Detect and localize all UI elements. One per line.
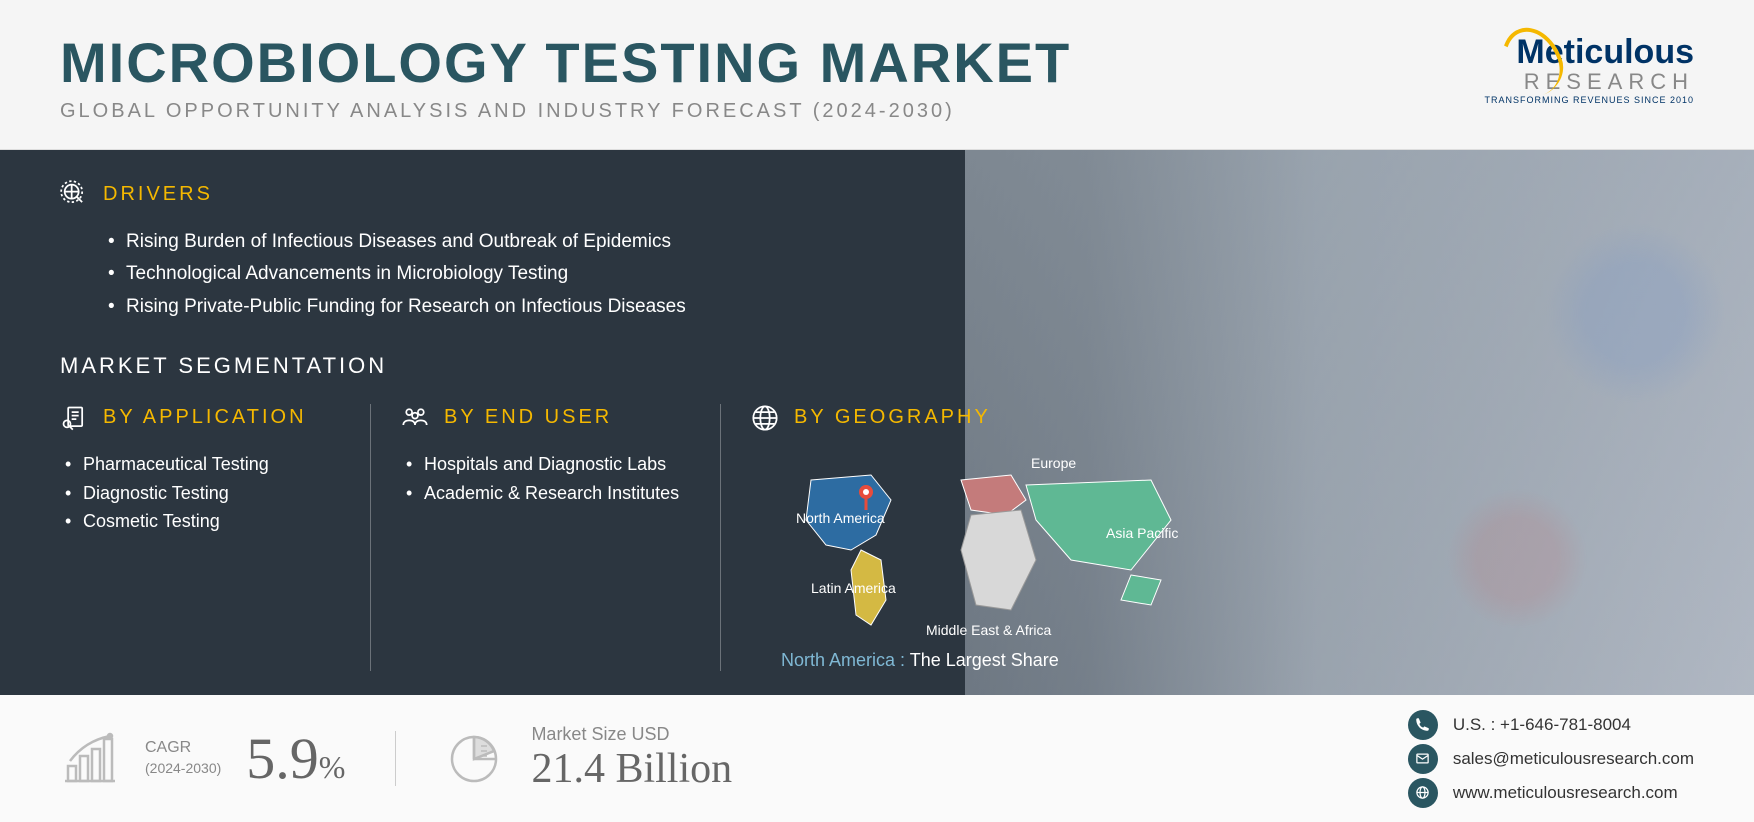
contact-email: sales@meticulousresearch.com xyxy=(1408,744,1694,774)
contact-phone: U.S. : +1-646-781-8004 xyxy=(1408,710,1694,740)
contact-block: U.S. : +1-646-781-8004 sales@meticulousr… xyxy=(1408,706,1694,812)
web-icon xyxy=(1408,778,1438,808)
enduser-item: Academic & Research Institutes xyxy=(406,479,690,508)
drivers-head: DRIVERS xyxy=(60,180,1694,208)
enduser-head: BY END USER xyxy=(401,404,690,432)
marketsize-block: Market Size USD 21.4 Billion xyxy=(446,724,732,793)
cagr-value: 5.9% xyxy=(246,725,345,792)
clipboard-search-icon xyxy=(60,404,88,432)
driver-item: Rising Private-Public Funding for Resear… xyxy=(108,291,1694,323)
col-enduser: BY END USER Hospitals and Diagnostic Lab… xyxy=(370,404,720,671)
region-na: North America xyxy=(796,510,885,526)
email-icon xyxy=(1408,744,1438,774)
brand-logo: Meticulous RESEARCH TRANSFORMING REVENUE… xyxy=(1484,35,1694,105)
segmentation-columns: BY APPLICATION Pharmaceutical Testing Di… xyxy=(60,404,1694,671)
col-geography: BY GEOGRAPHY xyxy=(720,404,1694,671)
application-item: Diagnostic Testing xyxy=(65,479,340,508)
driver-item: Rising Burden of Infectious Diseases and… xyxy=(108,226,1694,258)
driver-item: Technological Advancements in Microbiolo… xyxy=(108,258,1694,290)
cagr-block: CAGR(2024-2030) 5.9% xyxy=(60,725,345,792)
geography-label: BY GEOGRAPHY xyxy=(794,406,991,429)
col-application: BY APPLICATION Pharmaceutical Testing Di… xyxy=(60,404,370,671)
application-head: BY APPLICATION xyxy=(60,404,340,432)
geography-note: North America : The Largest Share xyxy=(751,650,1664,671)
enduser-label: BY END USER xyxy=(444,406,612,429)
world-map-svg xyxy=(751,450,1201,640)
region-eu: Europe xyxy=(1031,455,1076,471)
enduser-list: Hospitals and Diagnostic Labs Academic &… xyxy=(401,450,690,508)
logo-tagline: TRANSFORMING REVENUES SINCE 2010 xyxy=(1484,95,1694,105)
drivers-list: Rising Burden of Infectious Diseases and… xyxy=(60,226,1694,323)
contact-web: www.meticulousresearch.com xyxy=(1408,778,1694,808)
enduser-item: Hospitals and Diagnostic Labs xyxy=(406,450,690,479)
analysis-icon xyxy=(60,180,88,208)
cagr-label: CAGR(2024-2030) xyxy=(145,738,221,780)
geo-note-rest: The Largest Share xyxy=(905,650,1059,670)
application-item: Pharmaceutical Testing xyxy=(65,450,340,479)
main-panel: DRIVERS Rising Burden of Infectious Dise… xyxy=(0,150,1754,695)
region-la: Latin America xyxy=(811,580,896,596)
header-bar: MICROBIOLOGY TESTING MARKET GLOBAL OPPOR… xyxy=(0,0,1754,150)
marketsize-value: 21.4 Billion xyxy=(531,745,732,793)
marketsize-label: Market Size USD xyxy=(531,724,732,745)
page-title: MICROBIOLOGY TESTING MARKET xyxy=(60,30,1694,95)
footer-divider xyxy=(395,731,396,786)
bar-chart-icon xyxy=(60,731,120,786)
geography-head: BY GEOGRAPHY xyxy=(751,404,1664,432)
geo-note-hl: North America : xyxy=(781,650,905,670)
pie-chart-icon xyxy=(446,731,506,786)
phone-icon xyxy=(1408,710,1438,740)
world-map: North America Europe Latin America Middl… xyxy=(751,450,1201,640)
globe-icon xyxy=(751,404,779,432)
segmentation-title: MARKET SEGMENTATION xyxy=(60,353,1694,379)
region-mea: Middle East & Africa xyxy=(926,622,1051,638)
drivers-label: DRIVERS xyxy=(103,183,213,206)
footer-bar: CAGR(2024-2030) 5.9% Market Size USD 21.… xyxy=(0,695,1754,822)
page-subtitle: GLOBAL OPPORTUNITY ANALYSIS AND INDUSTRY… xyxy=(60,100,1694,123)
application-list: Pharmaceutical Testing Diagnostic Testin… xyxy=(60,450,340,536)
application-label: BY APPLICATION xyxy=(103,406,307,429)
users-icon xyxy=(401,404,429,432)
region-ap: Asia Pacific xyxy=(1106,525,1178,541)
application-item: Cosmetic Testing xyxy=(65,507,340,536)
